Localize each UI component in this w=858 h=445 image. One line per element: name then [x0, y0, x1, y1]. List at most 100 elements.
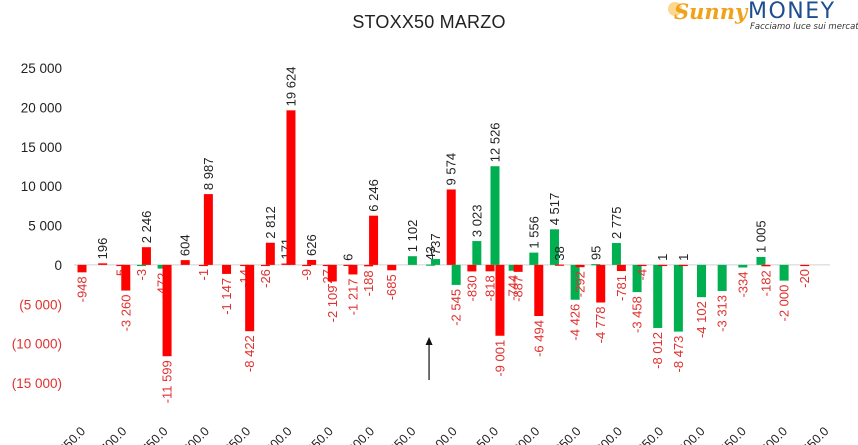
data-label: -948 — [75, 276, 90, 302]
x-tick-label: 3750.0 — [134, 424, 171, 445]
x-tick-label: 3700.0 — [92, 424, 129, 445]
data-label: -6 494 — [531, 320, 546, 357]
x-tick-label: 3800.0 — [175, 424, 212, 445]
bar — [446, 189, 456, 265]
bar — [678, 264, 688, 267]
bar — [549, 229, 559, 265]
arrow-marker-head — [425, 337, 433, 345]
data-label: 38 — [552, 246, 567, 260]
data-label: -1 — [196, 269, 211, 281]
bar — [637, 264, 647, 267]
data-label: 196 — [95, 238, 110, 260]
x-tick-label: 4100.0 — [423, 424, 460, 445]
x-tick-label: 3950.0 — [299, 424, 336, 445]
y-tick-label: (10 000) — [12, 337, 62, 352]
data-label: -744 — [506, 275, 521, 301]
data-label: -2 545 — [449, 289, 464, 326]
bar — [554, 264, 564, 266]
data-label: -887 — [511, 276, 526, 302]
data-label: -4 778 — [593, 307, 608, 344]
x-tick-label: 4350.0 — [629, 424, 666, 445]
data-label: -1 147 — [219, 278, 234, 315]
bar — [534, 264, 544, 317]
data-label: -4 — [635, 269, 650, 281]
data-label: -8 473 — [671, 336, 686, 373]
x-tick-label: 4050.0 — [382, 424, 419, 445]
data-label: 6 — [340, 254, 355, 261]
data-label: -8 422 — [242, 335, 257, 372]
data-label: 2 775 — [609, 206, 624, 239]
data-label: -3 — [134, 269, 149, 281]
data-label: -292 — [573, 271, 588, 297]
bar — [116, 264, 126, 267]
data-label: -685 — [384, 274, 399, 300]
bar — [260, 264, 270, 267]
bar — [697, 264, 706, 298]
bar — [364, 264, 374, 267]
x-tick-label: 3650.0 — [51, 424, 88, 445]
data-label: 604 — [178, 234, 193, 256]
data-label: -830 — [464, 275, 479, 301]
data-label: 2 812 — [263, 206, 278, 239]
x-tick-label: 4000.0 — [340, 424, 377, 445]
data-label: 737 — [428, 233, 443, 255]
bar — [513, 264, 523, 272]
data-label: -9 — [299, 269, 314, 281]
data-label: -188 — [361, 270, 376, 296]
bar — [369, 215, 379, 265]
sun-icon — [668, 2, 682, 16]
x-tick-label: 4550.0 — [795, 424, 832, 445]
y-tick-label: 15 000 — [21, 140, 62, 155]
bar — [77, 264, 87, 273]
data-label: -20 — [797, 269, 812, 288]
y-tick-label: 5 000 — [28, 219, 62, 234]
data-label: -182 — [758, 270, 773, 296]
data-label: 12 526 — [488, 122, 503, 162]
bar — [467, 264, 477, 272]
data-label: -781 — [614, 275, 629, 301]
data-label: -2 000 — [777, 285, 792, 322]
bar — [431, 259, 441, 265]
bar — [756, 256, 766, 265]
bar — [485, 264, 495, 272]
data-label: -11 599 — [160, 360, 175, 403]
bar — [141, 247, 151, 265]
logo-brand-part2: MONEY — [748, 0, 836, 24]
y-tick-label: 0 — [54, 258, 62, 273]
bar — [387, 264, 397, 271]
bar — [529, 252, 539, 265]
x-tick-label: 3850.0 — [216, 424, 253, 445]
bar — [575, 264, 585, 268]
bar — [717, 264, 727, 291]
bar — [245, 264, 255, 332]
x-tick-label: 4200.0 — [505, 424, 542, 445]
bar — [472, 241, 482, 265]
data-label: -3 458 — [630, 296, 645, 333]
data-label: -4 102 — [694, 301, 709, 338]
data-label: -334 — [735, 272, 750, 298]
data-label: 3 023 — [469, 205, 484, 238]
bar — [198, 264, 208, 267]
x-tick-label: 4250.0 — [547, 424, 584, 445]
data-label: 2 246 — [139, 211, 154, 244]
data-label: -2 109 — [325, 285, 340, 322]
bar — [307, 259, 317, 265]
x-tick-label: 4400.0 — [671, 424, 708, 445]
bar — [632, 264, 642, 293]
bar — [98, 263, 108, 265]
bar — [203, 194, 213, 265]
x-tick-label: 4300.0 — [588, 424, 625, 445]
data-label: -5 — [113, 269, 128, 281]
bar — [222, 264, 232, 274]
data-label: 1 005 — [753, 220, 768, 253]
bar — [611, 243, 621, 265]
data-label: 1 — [676, 254, 691, 261]
bar — [157, 264, 167, 269]
bar — [495, 264, 505, 336]
bar — [327, 264, 337, 282]
bar — [508, 264, 518, 271]
data-label: -8 012 — [650, 332, 665, 369]
brand-logo: Sunny MONEY Facciamo luce sui mercati — [668, 0, 858, 34]
x-tick-label: 4500.0 — [753, 424, 790, 445]
